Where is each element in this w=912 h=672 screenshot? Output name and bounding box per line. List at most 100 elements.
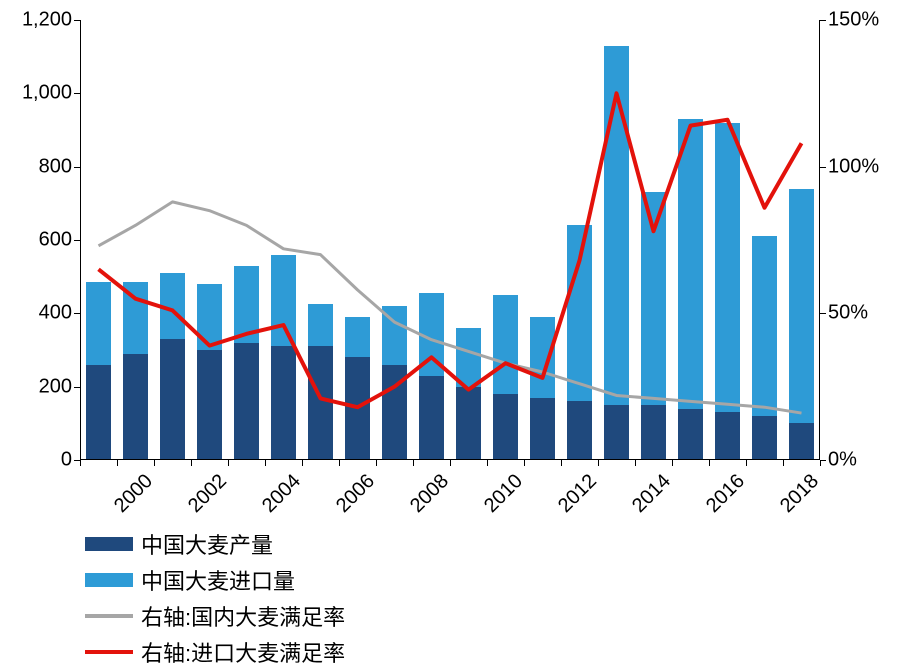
x-tick-mark [117,460,118,466]
bar-production [567,401,591,460]
legend: 中国大麦产量中国大麦进口量右轴:国内大麦满足率右轴:进口大麦满足率 [85,528,892,672]
x-tick-mark [450,460,451,466]
x-tick-mark [191,460,192,466]
x-tick-mark [80,460,81,466]
legend-item: 右轴:国内大麦满足率 [85,600,480,632]
axis-line [80,20,81,460]
y-left-tick-mark [74,313,80,314]
x-tick-label: 2008 [406,470,454,518]
x-tick-mark [265,460,266,466]
x-tick-mark [228,460,229,466]
x-tick-mark [672,460,673,466]
legend-label: 中国大麦产量 [141,528,273,560]
y-right-tick-label: 0% [828,449,857,472]
x-tick-mark [783,460,784,466]
x-tick-mark [487,460,488,466]
x-tick-mark [635,460,636,466]
plot-area: 02004006008001,0001,2000%50%100%150%2000… [80,20,820,460]
legend-item: 右轴:进口大麦满足率 [85,636,480,668]
bar-production [308,346,332,460]
y-left-tick-label: 1,000 [22,82,72,105]
y-left-tick-mark [74,93,80,94]
x-tick-mark [302,460,303,466]
x-tick-label: 2006 [332,470,380,518]
y-left-tick-label: 400 [39,302,72,325]
bar-imports [271,255,295,347]
y-left-tick-label: 800 [39,155,72,178]
y-right-tick-label: 50% [828,302,868,325]
bar-production [345,357,369,460]
x-tick-mark [561,460,562,466]
bar-production [715,412,739,460]
bar-imports [308,304,332,346]
x-tick-mark [154,460,155,466]
bar-production [530,398,554,460]
legend-swatch [85,573,133,587]
bar-imports [234,266,258,343]
bar-production [419,376,443,460]
bar-imports [604,46,628,405]
bar-imports [493,295,517,394]
x-tick-label: 2018 [776,470,824,518]
axis-line [819,20,820,460]
bar-imports [715,123,739,413]
x-tick-mark [413,460,414,466]
bar-imports [752,236,776,416]
bar-production [123,354,147,460]
y-right-tick-mark [820,20,826,21]
x-tick-label: 2014 [628,470,676,518]
bar-production [234,343,258,460]
legend-label: 右轴:国内大麦满足率 [141,600,345,632]
x-tick-label: 2004 [258,470,306,518]
y-left-tick-label: 200 [39,375,72,398]
bar-imports [456,328,480,387]
x-tick-label: 2010 [480,470,528,518]
bar-production [86,365,110,460]
bar-imports [789,189,813,424]
bar-production [641,405,665,460]
x-tick-label: 2012 [554,470,602,518]
x-tick-mark [339,460,340,466]
y-left-tick-mark [74,20,80,21]
x-tick-label: 2016 [702,470,750,518]
bar-imports [86,282,110,365]
x-tick-mark [598,460,599,466]
y-left-tick-label: 600 [39,229,72,252]
y-right-tick-mark [820,167,826,168]
bar-imports [197,284,221,350]
bar-production [456,387,480,460]
bar-production [160,339,184,460]
x-tick-mark [709,460,710,466]
bar-production [382,365,406,460]
legend-item: 中国大麦进口量 [85,564,480,596]
legend-line-swatch [85,650,133,654]
y-left-tick-mark [74,167,80,168]
y-left-tick-label: 0 [61,449,72,472]
barley-chart: 02004006008001,0001,2000%50%100%150%2000… [0,0,912,597]
bar-imports [345,317,369,357]
y-left-tick-mark [74,387,80,388]
bar-production [493,394,517,460]
bar-imports [530,317,554,398]
bar-imports [160,273,184,339]
bar-imports [382,306,406,365]
bar-production [789,423,813,460]
y-left-tick-mark [74,240,80,241]
x-tick-label: 2000 [110,470,158,518]
bar-production [752,416,776,460]
x-tick-mark [746,460,747,466]
legend-swatch [85,537,133,551]
x-tick-mark [376,460,377,466]
bar-imports [419,293,443,376]
bar-production [604,405,628,460]
legend-line-swatch [85,614,133,618]
bar-production [678,409,702,460]
legend-label: 中国大麦进口量 [141,564,295,596]
bar-imports [123,282,147,354]
legend-label: 右轴:进口大麦满足率 [141,636,345,668]
legend-item: 中国大麦产量 [85,528,480,560]
y-right-tick-mark [820,313,826,314]
bar-imports [567,225,591,401]
x-tick-label: 2002 [184,470,232,518]
y-right-tick-label: 150% [828,9,879,32]
